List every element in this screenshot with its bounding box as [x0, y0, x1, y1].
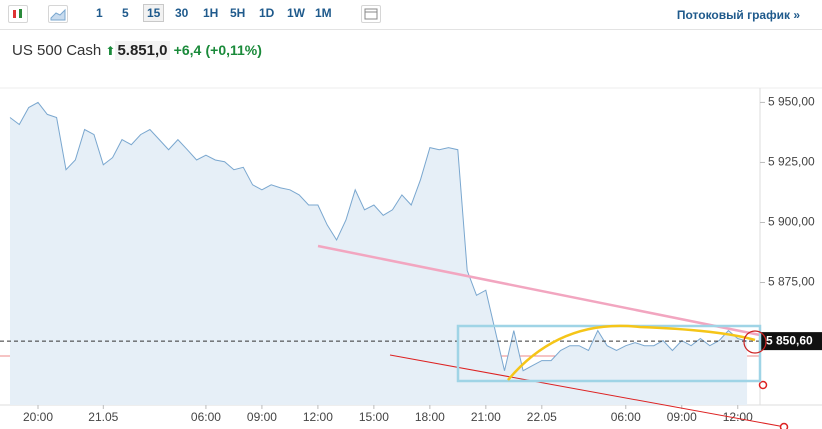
- trend-line: [389, 354, 786, 428]
- y-tick-label: 5 875,00: [768, 275, 815, 289]
- x-tick-label: 09:00: [247, 410, 277, 424]
- up-arrow: ⬆: [105, 44, 116, 58]
- x-tick-label: 21.05: [88, 410, 118, 424]
- table-icon[interactable]: [361, 5, 381, 23]
- handle: [779, 422, 789, 429]
- change: +6,4: [173, 42, 202, 58]
- y-tick-label: 5 950,00: [768, 95, 815, 109]
- y-tick-label: 5 900,00: [768, 215, 815, 229]
- x-tick-label: 18:00: [415, 410, 445, 424]
- x-tick-label: 09:00: [667, 410, 697, 424]
- x-tick-label: 12:00: [723, 410, 753, 424]
- x-tick-label: 06:00: [611, 410, 641, 424]
- x-tick-label: 12:00: [303, 410, 333, 424]
- change-pct: (+0,11%): [205, 42, 262, 58]
- x-tick-label: 15:00: [359, 410, 389, 424]
- interval-button[interactable]: 1D: [259, 6, 275, 20]
- interval-button[interactable]: 1M: [315, 6, 332, 20]
- last-price-label: 5 850,60: [766, 333, 813, 347]
- interval-button[interactable]: 5H: [230, 6, 246, 20]
- last-price-box: [761, 332, 822, 351]
- price: 5.851,0: [115, 41, 170, 60]
- x-tick-label: 06:00: [191, 410, 221, 424]
- x-tick-label: 21:00: [471, 410, 501, 424]
- candle-icon[interactable]: [8, 5, 28, 23]
- x-tick-label: 20:00: [23, 410, 53, 424]
- x-tick-label: 22.05: [527, 410, 557, 424]
- y-tick-label: 5 925,00: [768, 155, 815, 169]
- arc-drawing: [507, 324, 756, 381]
- interval-button[interactable]: 5: [122, 6, 129, 20]
- instrument-name: US 500 Cash: [12, 42, 102, 59]
- handle: [743, 330, 767, 354]
- area: [10, 102, 748, 406]
- trend-line: [317, 244, 761, 337]
- interval-button[interactable]: 1: [96, 6, 103, 20]
- line: [9, 101, 748, 372]
- toolbar: Потоковый график » 1 5 15 30 1H 5H 1D 1W 1M: [0, 0, 822, 30]
- quote: US 500 Cash ⬆ 5.851,0 +6,4 (+0,11%): [12, 41, 262, 60]
- interval-button[interactable]: 30: [175, 6, 189, 20]
- interval-button[interactable]: 1W: [287, 6, 305, 20]
- area-icon[interactable]: [48, 5, 68, 23]
- handle: [758, 380, 768, 390]
- stream-link[interactable]: Потоковый график »: [676, 8, 800, 22]
- interval-button[interactable]: 1H: [203, 6, 219, 20]
- interval-button[interactable]: 15: [143, 4, 165, 22]
